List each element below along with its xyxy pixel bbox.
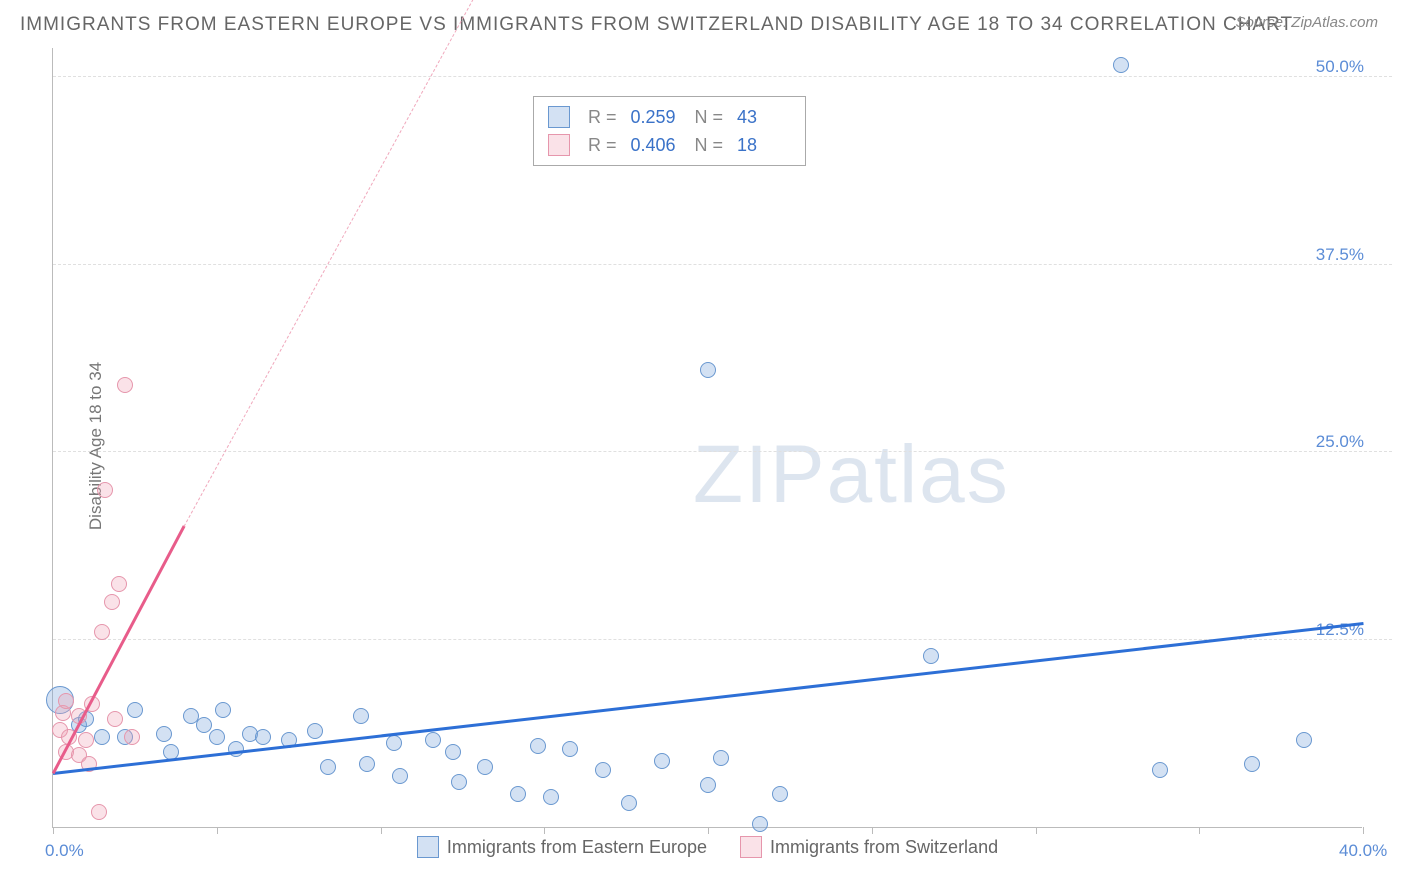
data-point [1296,732,1312,748]
data-point [78,732,94,748]
correlation-legend: R = 0.259 N = 43 R = 0.406 N = 18 [533,96,806,166]
x-tick [1363,827,1364,834]
data-point [196,717,212,733]
data-point [713,750,729,766]
watermark: ZIPatlas [693,428,1010,522]
data-point [425,732,441,748]
data-point [752,816,768,832]
x-tick [381,827,382,834]
data-point [209,729,225,745]
legend-item-switzerland: Immigrants from Switzerland [740,836,998,858]
y-tick-label: 50.0% [1316,57,1364,77]
data-point [621,795,637,811]
data-point [215,702,231,718]
r-value-pink: 0.406 [631,131,681,159]
n-label: N = [695,103,724,131]
data-point [124,729,140,745]
legend-row-eastern-europe: R = 0.259 N = 43 [548,103,791,131]
trendline-eastern-europe [53,622,1363,774]
data-point [307,723,323,739]
data-point [91,804,107,820]
y-tick-label: 37.5% [1316,245,1364,265]
swatch-blue [548,106,570,128]
swatch-blue [417,836,439,858]
data-point [156,726,172,742]
data-point [111,576,127,592]
swatch-pink [740,836,762,858]
x-tick [544,827,545,834]
data-point [353,708,369,724]
watermark-zip: ZIP [693,429,827,520]
data-point [104,594,120,610]
r-label: R = [588,103,617,131]
watermark-atlas: atlas [827,429,1010,520]
data-point [451,774,467,790]
data-point [320,759,336,775]
data-point [94,624,110,640]
data-point [700,777,716,793]
data-point [1152,762,1168,778]
data-point [445,744,461,760]
data-point [97,482,113,498]
data-point [654,753,670,769]
n-value-pink: 18 [737,131,787,159]
data-point [1113,57,1129,73]
data-point [530,738,546,754]
x-tick [1036,827,1037,834]
data-point [107,711,123,727]
data-point [772,786,788,802]
scatter-plot: ZIPatlas R = 0.259 N = 43 R = 0.406 N = … [52,48,1362,828]
r-value-blue: 0.259 [631,103,681,131]
x-tick [872,827,873,834]
x-tick-label: 40.0% [1339,841,1387,861]
legend-label: Immigrants from Eastern Europe [447,837,707,858]
data-point [595,762,611,778]
x-tick [1199,827,1200,834]
n-value-blue: 43 [737,103,787,131]
gridline [53,451,1392,452]
data-point [392,768,408,784]
n-label: N = [695,131,724,159]
series-legend: Immigrants from Eastern Europe Immigrant… [53,836,1362,863]
gridline [53,264,1392,265]
data-point [562,741,578,757]
y-tick-label: 25.0% [1316,432,1364,452]
data-point [543,789,559,805]
data-point [477,759,493,775]
r-label: R = [588,131,617,159]
data-point [359,756,375,772]
swatch-pink [548,134,570,156]
data-point [117,377,133,393]
chart-title: IMMIGRANTS FROM EASTERN EUROPE VS IMMIGR… [20,14,1293,36]
data-point [228,741,244,757]
data-point [510,786,526,802]
source-attribution: Source: ZipAtlas.com [1235,14,1378,31]
data-point [923,648,939,664]
legend-label: Immigrants from Switzerland [770,837,998,858]
data-point [127,702,143,718]
data-point [58,693,74,709]
data-point [1244,756,1260,772]
gridline [53,76,1392,77]
data-point [700,362,716,378]
x-tick [708,827,709,834]
x-tick [53,827,54,834]
x-tick [217,827,218,834]
legend-row-switzerland: R = 0.406 N = 18 [548,131,791,159]
gridline [53,639,1392,640]
data-point [94,729,110,745]
data-point [386,735,402,751]
x-tick-label: 0.0% [45,841,84,861]
legend-item-eastern-europe: Immigrants from Eastern Europe [417,836,707,858]
data-point [255,729,271,745]
